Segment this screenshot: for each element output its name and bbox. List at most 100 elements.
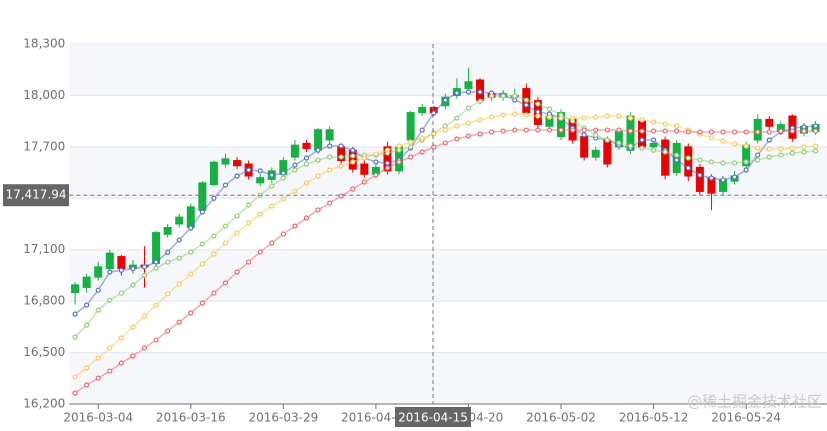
candle-body	[360, 163, 369, 175]
ma-point	[581, 132, 587, 138]
ma-point	[454, 123, 460, 129]
ma-point	[743, 129, 749, 135]
ma-point	[569, 127, 576, 133]
ma-point	[465, 89, 472, 95]
ma-point	[720, 129, 726, 135]
ma-point	[442, 97, 448, 103]
candle-body	[256, 177, 265, 184]
split-band	[69, 198, 827, 250]
ma-point	[176, 319, 182, 325]
ma-point	[95, 307, 101, 313]
ma-point	[315, 207, 321, 213]
ma-point	[257, 168, 263, 174]
ma-point	[743, 167, 749, 173]
ma-point	[477, 98, 483, 104]
candle-body	[233, 160, 242, 167]
candle-body	[290, 144, 299, 158]
candle-body	[695, 166, 704, 192]
ma-point	[303, 161, 310, 167]
ma-point	[419, 135, 425, 141]
crosshair-x-label: 2016-04-15	[398, 411, 468, 425]
y-tick-label: 16,800	[23, 294, 65, 308]
ma-point	[685, 165, 691, 171]
candle-body	[765, 118, 774, 127]
ma-point	[708, 129, 715, 135]
ma-point	[639, 137, 645, 143]
ma-point	[546, 106, 553, 112]
crosshair-y-tag	[3, 184, 69, 207]
ma-point	[812, 123, 819, 129]
ma-point	[373, 172, 379, 178]
ma-point	[257, 211, 263, 217]
ma-point	[616, 140, 622, 146]
ma-point	[489, 114, 495, 120]
ma-point	[222, 240, 229, 246]
ma-point	[477, 89, 483, 95]
ma-point	[593, 132, 599, 138]
ma-point	[708, 175, 715, 181]
candle-body	[580, 136, 589, 158]
ma-point	[674, 157, 680, 163]
candle-body	[152, 232, 161, 264]
ma-point	[315, 157, 321, 163]
ma-point	[812, 128, 819, 134]
ma-point	[442, 140, 448, 146]
ma-point	[523, 127, 529, 133]
ma-point	[558, 127, 564, 133]
ma-point	[778, 146, 784, 152]
ma-point	[766, 137, 772, 143]
ma-point	[465, 133, 472, 139]
split-band	[69, 249, 827, 302]
ma-point	[778, 128, 784, 134]
candle-body	[591, 149, 600, 158]
ma-point	[141, 272, 148, 278]
candle-body	[603, 139, 612, 165]
ma-point	[743, 159, 749, 165]
ma-point	[812, 143, 819, 149]
ma-point	[303, 180, 310, 186]
candle-body	[198, 182, 207, 211]
ma-point	[454, 136, 460, 142]
ma-point	[338, 143, 344, 149]
ma-point	[118, 360, 124, 366]
ma-point	[361, 179, 367, 185]
ma-point	[778, 152, 784, 158]
ma-point	[708, 135, 715, 141]
ma-point	[118, 290, 124, 296]
ma-point	[593, 127, 599, 133]
ma-point	[431, 144, 437, 150]
ma-point	[465, 120, 472, 126]
candle-body	[464, 81, 473, 90]
candle-body	[383, 146, 392, 172]
x-tick-label: 2016-05-24	[711, 411, 781, 425]
ma-point	[419, 127, 425, 133]
ma-point	[431, 131, 437, 137]
candle-body	[406, 112, 415, 141]
candle-body	[117, 256, 126, 270]
ma-point	[396, 159, 402, 165]
ma-point	[789, 145, 796, 151]
ma-point	[604, 137, 610, 143]
ma-point	[581, 127, 587, 133]
ma-point	[315, 173, 321, 179]
ma-point	[84, 302, 90, 308]
ma-point	[384, 160, 391, 166]
ma-point	[130, 353, 136, 359]
ma-point	[72, 311, 78, 317]
ma-point	[731, 129, 738, 135]
ma-point	[72, 334, 78, 340]
x-tick-label: 2016-03-29	[248, 411, 318, 425]
ma-point	[454, 90, 460, 96]
crosshair-x-tag	[395, 407, 471, 429]
ma-point	[176, 255, 182, 261]
candle-body	[94, 266, 103, 278]
candle-body	[684, 146, 693, 177]
ma-point	[801, 124, 807, 130]
ma-point	[662, 121, 668, 127]
ma-point	[650, 119, 657, 125]
ma-point	[408, 144, 414, 150]
ma-point	[327, 167, 333, 173]
ma-point	[350, 159, 356, 165]
ma-point	[465, 105, 472, 111]
ma-point	[801, 149, 807, 155]
